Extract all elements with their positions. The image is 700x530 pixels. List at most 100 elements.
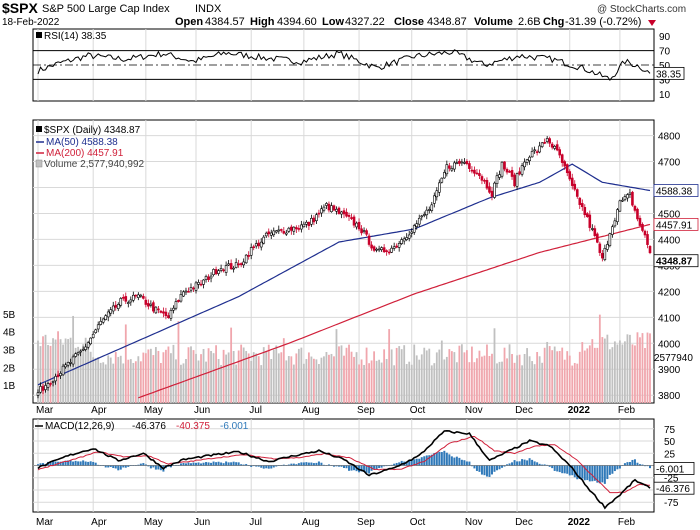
macd-hist-bar — [300, 462, 303, 466]
candle-body — [330, 205, 333, 213]
volume-bar — [37, 340, 39, 403]
volume-bar — [586, 348, 589, 403]
candle-body — [149, 303, 153, 306]
macd-hist-bar — [420, 457, 423, 466]
macd-hist-bar — [433, 453, 436, 466]
volume-bar — [531, 361, 534, 403]
volume-bar — [114, 352, 117, 403]
candle-body — [626, 194, 629, 199]
candle-body — [147, 303, 150, 307]
macd-hist-bar — [536, 462, 539, 466]
volume-bar — [526, 348, 528, 403]
macd-hist-bar — [503, 465, 506, 467]
candle-body — [392, 246, 396, 249]
volume-bar — [398, 346, 401, 403]
high-label: High — [250, 16, 275, 28]
candle-body — [352, 216, 356, 226]
chart-header: $SPX S&P 500 Large Cap Index INDX @ Stoc… — [2, 0, 686, 28]
candle-body — [548, 138, 551, 144]
macd-hist-bar — [591, 465, 594, 482]
volume-bar — [220, 364, 222, 403]
volume-bar — [541, 362, 544, 403]
candle-body — [397, 243, 401, 248]
candle-body — [490, 190, 494, 197]
candle-body — [380, 247, 383, 250]
volume-bar — [92, 357, 95, 403]
macd-hist-bar — [195, 462, 198, 466]
macd-hist-bar — [64, 460, 67, 466]
candle-body — [558, 149, 562, 156]
candle-body — [162, 311, 165, 314]
candle-body — [505, 169, 509, 173]
volume-bar — [109, 357, 112, 403]
candle-body — [204, 276, 208, 280]
volume-bar — [348, 344, 350, 403]
chg-value: -31.39 (-0.72%) — [565, 16, 641, 28]
macd-hist-bar — [460, 459, 463, 466]
volume-bar — [44, 334, 47, 403]
macd-hist-bar — [137, 464, 140, 466]
candle-body — [465, 160, 469, 165]
volume-bar — [433, 363, 436, 403]
volume-bar — [516, 355, 518, 403]
candle-body — [274, 230, 278, 233]
macd-hist-bar — [501, 465, 504, 468]
macd-hist-bar — [207, 462, 210, 466]
macd-hist-bar — [548, 465, 551, 467]
candle-body — [282, 231, 286, 234]
candle-body — [202, 279, 205, 285]
volume-bar — [644, 348, 646, 403]
candle-body — [49, 383, 52, 385]
volume-bar — [368, 363, 370, 403]
volume-bar — [390, 349, 393, 403]
volume-bar — [247, 353, 250, 403]
macd-hist-bar — [638, 464, 641, 466]
volume-bar — [583, 350, 586, 403]
macd-hist-bar — [139, 463, 142, 466]
macd-hist-bar — [307, 462, 310, 466]
macd-hist-bar — [104, 465, 107, 468]
macd-hist-bar — [626, 462, 629, 466]
macd-signal-line — [37, 436, 651, 494]
candle-body — [91, 333, 95, 338]
macd-hist-bar — [601, 465, 604, 483]
candle-body — [525, 159, 529, 163]
macd-line — [37, 429, 651, 510]
candle-body — [239, 263, 243, 265]
macd-hist-bar — [295, 464, 298, 466]
candle-body — [455, 162, 459, 165]
volume-bar — [418, 359, 421, 403]
volume-bar — [466, 350, 468, 403]
volume-bar — [511, 354, 513, 403]
macd-hist-bar — [270, 465, 273, 469]
volume-bar — [255, 353, 258, 403]
volume-bar — [588, 345, 591, 403]
macd-hist-bar — [488, 465, 491, 477]
macd-hist-bar — [368, 465, 371, 474]
volume-bar — [132, 362, 135, 403]
macd-hist-bar — [169, 465, 172, 468]
volume-bar — [639, 337, 641, 403]
candle-body — [44, 385, 47, 390]
volume-bar — [154, 347, 157, 403]
candle-body — [302, 223, 306, 228]
volume-bar — [546, 341, 549, 403]
macd-hist-bar — [490, 465, 493, 475]
volume-bar — [423, 347, 426, 403]
low-value: 4327.22 — [345, 16, 385, 28]
macd-hist-bar — [405, 461, 408, 466]
macd-hist-bar — [144, 464, 147, 466]
macd-hist-bar — [89, 461, 92, 466]
candle-body — [608, 233, 612, 247]
candle-body — [355, 222, 358, 228]
volume-bar — [373, 351, 375, 403]
macd-hist-bar — [262, 465, 265, 469]
volume-bar — [428, 348, 431, 403]
candle-body — [237, 263, 240, 266]
volume-bar — [591, 339, 594, 403]
volume-bar — [405, 364, 408, 403]
macd-x-label: Apr — [91, 517, 107, 528]
candle-body — [232, 267, 235, 270]
macd-hist-bar — [443, 450, 446, 466]
macd-hist-bar — [380, 465, 383, 468]
